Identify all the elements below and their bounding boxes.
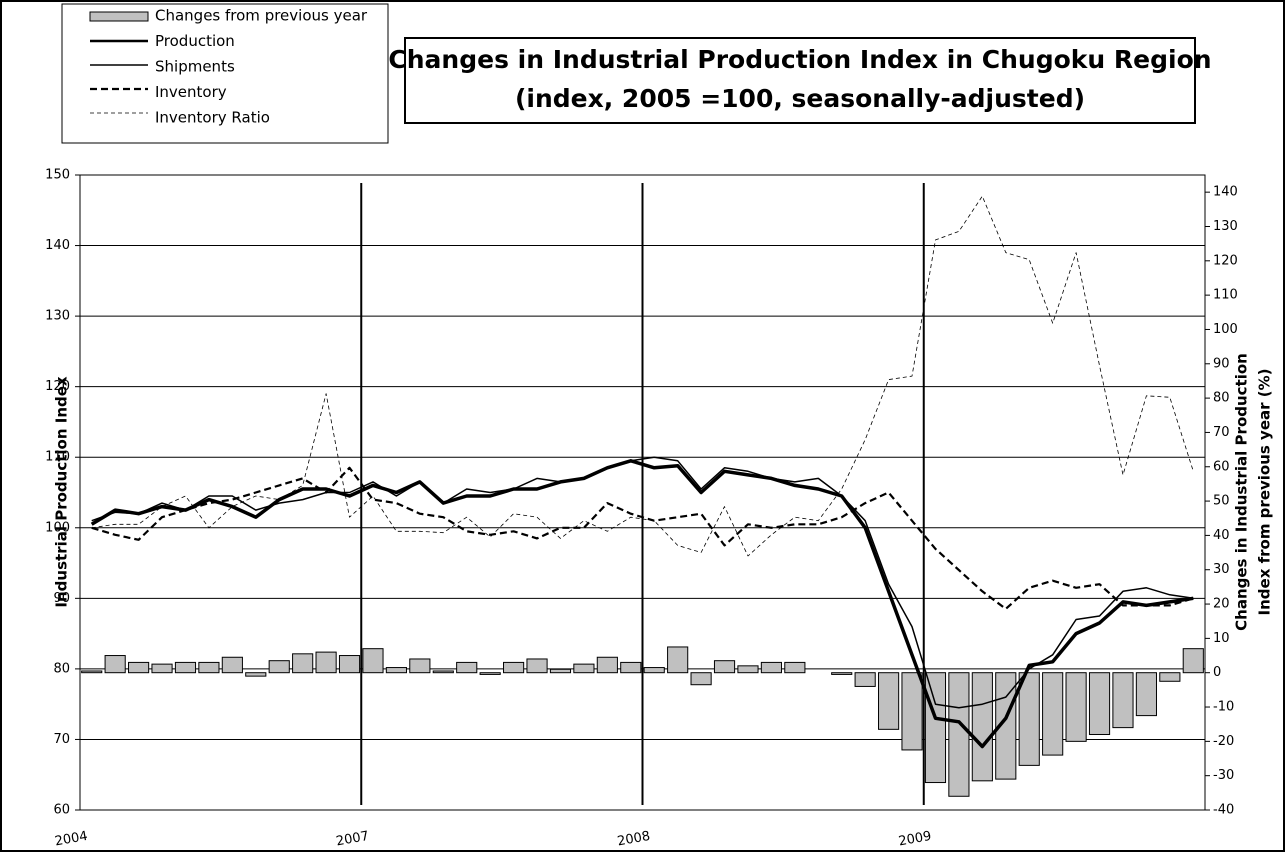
bar bbox=[221, 656, 243, 674]
y-tick-label: 80 bbox=[53, 661, 70, 676]
y2-tick-label: 100 bbox=[1213, 322, 1238, 337]
y2-tick-label: 40 bbox=[1213, 528, 1230, 543]
y2-tick-label: -20 bbox=[1213, 734, 1234, 749]
bar bbox=[667, 646, 689, 674]
bar bbox=[831, 672, 853, 675]
bar bbox=[198, 661, 220, 674]
legend-label: Changes from previous year bbox=[155, 7, 368, 25]
y-tick-label: 90 bbox=[53, 591, 70, 606]
y2-axis-label: Changes in Industrial Production bbox=[1233, 353, 1251, 631]
bar bbox=[385, 667, 407, 674]
bar bbox=[409, 658, 431, 674]
bar bbox=[1112, 672, 1134, 729]
bar bbox=[760, 661, 782, 674]
bar bbox=[526, 658, 548, 674]
bar bbox=[1065, 672, 1087, 742]
bar bbox=[1135, 672, 1157, 717]
bar bbox=[620, 661, 642, 674]
bar bbox=[503, 661, 525, 674]
y2-tick-label: -40 bbox=[1213, 803, 1234, 818]
y-tick-label: 150 bbox=[45, 168, 70, 183]
bar bbox=[1042, 672, 1064, 756]
bar bbox=[292, 653, 314, 674]
bar bbox=[128, 661, 150, 674]
y-tick-label: 120 bbox=[45, 379, 70, 394]
bar bbox=[924, 672, 947, 784]
legend: Changes from previous year Production Ship… bbox=[89, 7, 368, 127]
y2-tick-label: 30 bbox=[1213, 562, 1230, 577]
bar bbox=[362, 648, 384, 674]
y2-tick-label: 130 bbox=[1213, 219, 1238, 234]
bar bbox=[432, 670, 454, 674]
y2-tick-label: 20 bbox=[1213, 597, 1230, 612]
y2-tick-label: -30 bbox=[1213, 768, 1234, 783]
bar bbox=[245, 672, 267, 677]
bar bbox=[643, 667, 665, 674]
bar bbox=[268, 660, 290, 674]
y-tick-label: 70 bbox=[53, 732, 70, 747]
legend-label: Shipments bbox=[155, 58, 235, 76]
y2-tick-label: 110 bbox=[1213, 288, 1238, 303]
line bbox=[91, 456, 1194, 709]
line bbox=[90, 459, 1194, 749]
legend-swatch bbox=[89, 11, 149, 22]
y2-tick-label: 0 bbox=[1213, 665, 1221, 680]
y-tick-label: 100 bbox=[45, 520, 70, 535]
bar bbox=[878, 672, 900, 730]
bar bbox=[784, 661, 806, 674]
line bbox=[91, 466, 1194, 610]
bar bbox=[854, 672, 876, 687]
chart-subtitle: (index, 2005 =100, seasonally-adjusted) bbox=[515, 84, 1085, 113]
legend-box bbox=[61, 3, 389, 144]
y2-tick-label: 10 bbox=[1213, 631, 1230, 646]
y2-tick-label: 140 bbox=[1213, 185, 1238, 200]
x-tick-label: 2007 bbox=[335, 829, 370, 850]
bar bbox=[456, 661, 478, 674]
y-tick-label: 60 bbox=[53, 803, 70, 818]
y2-tick-label: 90 bbox=[1213, 356, 1230, 371]
bar bbox=[573, 663, 595, 674]
legend-label: Inventory bbox=[155, 83, 227, 101]
y2-tick-label: 70 bbox=[1213, 425, 1230, 440]
bar bbox=[1182, 648, 1204, 674]
bar bbox=[338, 655, 361, 674]
y2-tick-label: 60 bbox=[1213, 459, 1230, 474]
legend-label: Inventory Ratio bbox=[155, 109, 270, 127]
x-tick-label: 2008 bbox=[616, 829, 651, 850]
title-box bbox=[404, 37, 1196, 124]
bar bbox=[948, 672, 970, 797]
y-tick-label: 110 bbox=[45, 450, 70, 465]
y-tick-label: 130 bbox=[45, 309, 70, 324]
y-tick-label: 140 bbox=[45, 238, 70, 253]
bar bbox=[174, 661, 197, 674]
bar bbox=[737, 665, 759, 674]
bar bbox=[549, 668, 572, 674]
bar bbox=[1018, 672, 1040, 766]
y2-tick-label: 80 bbox=[1213, 391, 1230, 406]
bar bbox=[151, 663, 173, 674]
y2-tick-label: 120 bbox=[1213, 253, 1238, 268]
bar bbox=[596, 656, 618, 674]
y2-tick-label: 50 bbox=[1213, 494, 1230, 509]
y2-tick-label: -10 bbox=[1213, 700, 1234, 715]
x-tick-label: 2004 bbox=[54, 829, 89, 850]
bar bbox=[479, 672, 501, 675]
y2-axis-label: Index from previous year (%) bbox=[1256, 369, 1274, 616]
chart-title: Changes in Industrial Production Index i… bbox=[388, 45, 1211, 74]
line bbox=[91, 195, 1194, 557]
bar bbox=[315, 651, 337, 674]
legend-label: Production bbox=[155, 32, 235, 50]
bar bbox=[901, 672, 923, 751]
bar bbox=[81, 670, 103, 674]
bar bbox=[1088, 672, 1111, 735]
y-axis-label: Industrial Production Index bbox=[53, 376, 71, 607]
bar bbox=[713, 660, 736, 674]
bar bbox=[690, 672, 712, 686]
bar bbox=[971, 672, 993, 782]
x-tick-label: 2009 bbox=[897, 829, 932, 850]
bar bbox=[104, 655, 126, 674]
bar bbox=[1159, 672, 1181, 682]
